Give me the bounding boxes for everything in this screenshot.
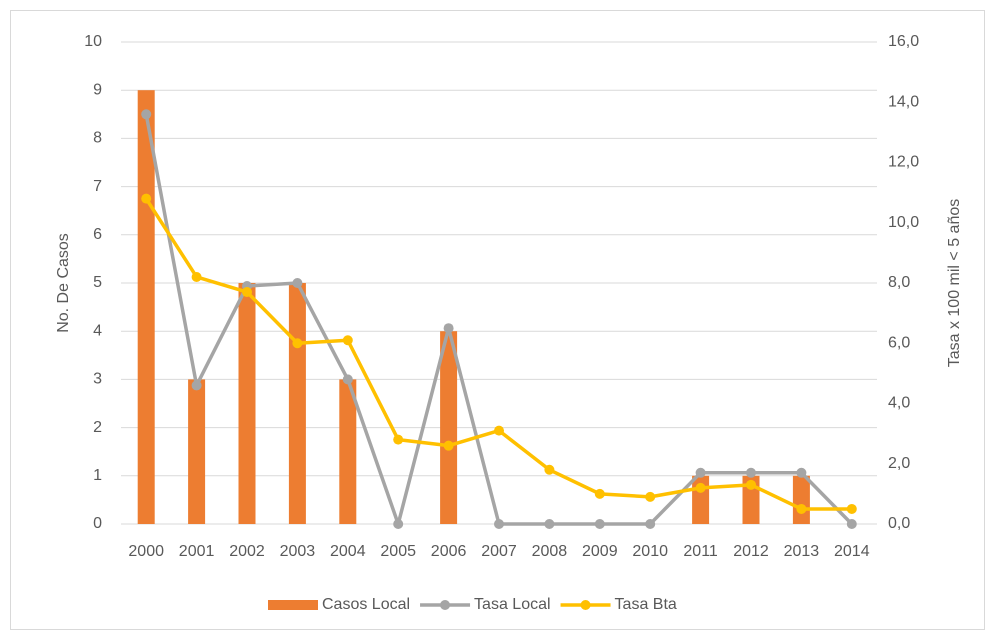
line-marker bbox=[191, 271, 202, 282]
legend-label: Tasa Bta bbox=[615, 596, 677, 613]
y2-tick-label: 6,0 bbox=[888, 334, 910, 351]
line-marker bbox=[645, 519, 656, 529]
y2-tick-label: 2,0 bbox=[888, 455, 910, 472]
x-tick-label: 2003 bbox=[280, 543, 316, 560]
y-tick-label: 10 bbox=[84, 33, 102, 50]
line-marker bbox=[544, 519, 555, 529]
line-marker bbox=[393, 434, 404, 445]
line-marker bbox=[443, 440, 454, 451]
bar bbox=[188, 379, 206, 524]
line-marker bbox=[141, 109, 152, 120]
legend-label: Casos Local bbox=[322, 596, 410, 613]
legend-label: Tasa Local bbox=[474, 596, 551, 613]
line-marker bbox=[746, 479, 756, 490]
y-tick-label: 7 bbox=[93, 178, 102, 195]
line-marker bbox=[746, 467, 756, 478]
line-marker bbox=[393, 519, 404, 529]
x-tick-label: 2012 bbox=[733, 543, 769, 560]
line-marker bbox=[796, 467, 807, 478]
bar bbox=[288, 283, 306, 524]
y-tick-label: 9 bbox=[93, 81, 102, 98]
line-marker bbox=[342, 335, 353, 346]
x-tick-label: 2006 bbox=[431, 543, 467, 560]
y2-tick-label: 10,0 bbox=[888, 214, 919, 231]
x-tick-label: 2004 bbox=[330, 543, 366, 560]
x-tick-label: 2000 bbox=[128, 543, 164, 560]
y2-tick-label: 4,0 bbox=[888, 395, 910, 412]
legend-swatch bbox=[440, 600, 451, 610]
y-tick-label: 4 bbox=[93, 322, 102, 339]
line-marker bbox=[242, 287, 252, 298]
x-tick-label: 2011 bbox=[683, 543, 718, 560]
y2-tick-label: 0,0 bbox=[888, 515, 910, 532]
line-marker bbox=[191, 380, 202, 391]
y2-tick-label: 14,0 bbox=[888, 93, 919, 110]
line-marker bbox=[645, 491, 656, 502]
line-marker bbox=[594, 488, 605, 499]
y2-tick-label: 16,0 bbox=[888, 33, 919, 50]
y2-axis-label: Tasa x 100 mil < 5 años bbox=[946, 199, 963, 368]
line-marker bbox=[141, 193, 152, 204]
line-marker bbox=[846, 503, 857, 514]
line-marker bbox=[342, 374, 353, 385]
y-tick-label: 6 bbox=[93, 226, 102, 243]
x-tick-label: 2014 bbox=[834, 543, 870, 560]
x-tick-label: 2013 bbox=[784, 543, 820, 560]
y-tick-label: 8 bbox=[93, 130, 102, 147]
legend-swatch bbox=[268, 600, 318, 610]
line-marker bbox=[846, 519, 857, 529]
line-marker bbox=[292, 278, 303, 288]
bar bbox=[792, 475, 810, 524]
x-tick-label: 2009 bbox=[582, 543, 618, 560]
line-marker bbox=[695, 467, 706, 478]
x-tick-label: 2007 bbox=[481, 543, 517, 560]
line-marker bbox=[796, 503, 807, 514]
y2-tick-label: 12,0 bbox=[888, 154, 919, 171]
line-marker bbox=[544, 464, 555, 475]
line-marker bbox=[292, 338, 303, 349]
line-marker bbox=[443, 323, 454, 334]
chart-frame bbox=[10, 10, 985, 630]
line-marker bbox=[494, 519, 504, 529]
x-tick-label: 2001 bbox=[179, 543, 215, 560]
x-tick-label: 2005 bbox=[380, 543, 416, 560]
line-marker bbox=[494, 425, 504, 436]
bar bbox=[238, 283, 256, 524]
y-axis-label: No. De Casos bbox=[55, 233, 72, 333]
bar bbox=[440, 331, 458, 524]
y-tick-label: 1 bbox=[93, 467, 102, 484]
line-marker bbox=[695, 482, 706, 493]
x-tick-label: 2002 bbox=[229, 543, 265, 560]
y-tick-label: 5 bbox=[93, 274, 102, 291]
y-tick-label: 0 bbox=[93, 515, 102, 532]
legend-swatch bbox=[580, 600, 591, 610]
y-tick-label: 3 bbox=[93, 371, 102, 388]
line-marker bbox=[594, 519, 605, 529]
y2-tick-label: 8,0 bbox=[888, 274, 910, 291]
bar bbox=[339, 379, 357, 524]
y-tick-label: 2 bbox=[93, 419, 102, 436]
x-tick-label: 2010 bbox=[632, 543, 668, 560]
x-tick-label: 2008 bbox=[532, 543, 568, 560]
